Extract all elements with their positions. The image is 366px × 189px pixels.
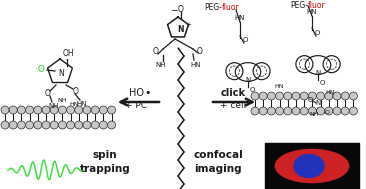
Text: HN: HN [274,84,284,88]
Circle shape [9,106,17,114]
Text: NH: NH [49,103,59,109]
Text: N: N [245,77,251,83]
Text: + PC: + PC [125,101,147,109]
Circle shape [325,92,333,100]
Circle shape [42,106,50,114]
Circle shape [26,121,34,129]
Circle shape [350,92,358,100]
Circle shape [50,121,58,129]
Text: O: O [197,46,203,56]
Circle shape [276,92,284,100]
Circle shape [18,121,25,129]
Circle shape [317,92,325,100]
Circle shape [67,106,75,114]
Text: N: N [178,26,184,35]
Circle shape [317,107,325,115]
Circle shape [300,107,308,115]
Text: HN: HN [307,9,317,15]
Text: −: − [170,5,178,15]
Circle shape [284,107,292,115]
Circle shape [284,92,292,100]
Circle shape [325,107,333,115]
Circle shape [83,106,91,114]
Text: NH: NH [57,98,67,104]
Circle shape [67,121,75,129]
Text: O: O [325,111,329,115]
Text: HN: HN [191,62,201,68]
Text: •: • [145,88,151,98]
Text: spin
trapping: spin trapping [80,150,130,174]
Text: HN: HN [69,102,79,108]
Circle shape [309,92,316,100]
Circle shape [341,107,349,115]
Text: OH: OH [62,50,74,59]
Circle shape [341,92,349,100]
Text: O: O [45,90,51,98]
Text: O: O [320,80,325,86]
Circle shape [292,107,300,115]
Text: PEG-: PEG- [290,1,308,9]
Text: O: O [307,97,313,103]
Text: O: O [314,30,320,36]
Text: fluor: fluor [308,1,326,9]
Ellipse shape [275,149,349,183]
Text: +: + [185,22,191,28]
Circle shape [100,106,107,114]
Circle shape [251,92,259,100]
Text: O: O [178,5,184,15]
Circle shape [1,121,9,129]
Circle shape [350,107,358,115]
Circle shape [333,92,341,100]
Circle shape [259,107,267,115]
Text: HN: HN [77,101,87,107]
Text: NH: NH [309,112,319,118]
Text: HN: HN [235,15,245,21]
Text: NH: NH [156,62,166,68]
Text: PEG-: PEG- [204,2,222,12]
Circle shape [9,121,17,129]
Circle shape [59,121,66,129]
Circle shape [18,106,25,114]
Circle shape [333,107,341,115]
Text: O: O [250,87,255,93]
Text: fluor: fluor [222,2,240,12]
Text: HN: HN [325,90,335,94]
Circle shape [108,121,116,129]
Text: N: N [58,70,64,78]
Circle shape [259,92,267,100]
Circle shape [50,106,58,114]
Circle shape [268,107,275,115]
Text: N: N [315,100,321,106]
Circle shape [59,106,66,114]
Ellipse shape [294,154,324,177]
Circle shape [91,121,99,129]
Text: O: O [242,37,248,43]
Circle shape [75,121,83,129]
Circle shape [268,92,275,100]
Circle shape [83,121,91,129]
Bar [265,143,359,189]
Circle shape [300,92,308,100]
Circle shape [26,106,34,114]
Text: + cell: + cell [220,101,246,109]
Circle shape [309,107,316,115]
Text: O: O [153,47,159,57]
Circle shape [34,106,42,114]
Text: confocal
imaging: confocal imaging [193,150,243,174]
Circle shape [75,106,83,114]
Circle shape [100,121,107,129]
Text: ·O: ·O [35,66,45,74]
Circle shape [42,121,50,129]
Text: N: N [315,70,321,76]
Text: O: O [73,88,79,97]
Circle shape [276,107,284,115]
Text: HO: HO [128,88,143,98]
Circle shape [108,106,116,114]
Circle shape [251,107,259,115]
Circle shape [91,106,99,114]
Circle shape [34,121,42,129]
Circle shape [292,92,300,100]
Text: click: click [220,88,246,98]
Circle shape [1,106,9,114]
